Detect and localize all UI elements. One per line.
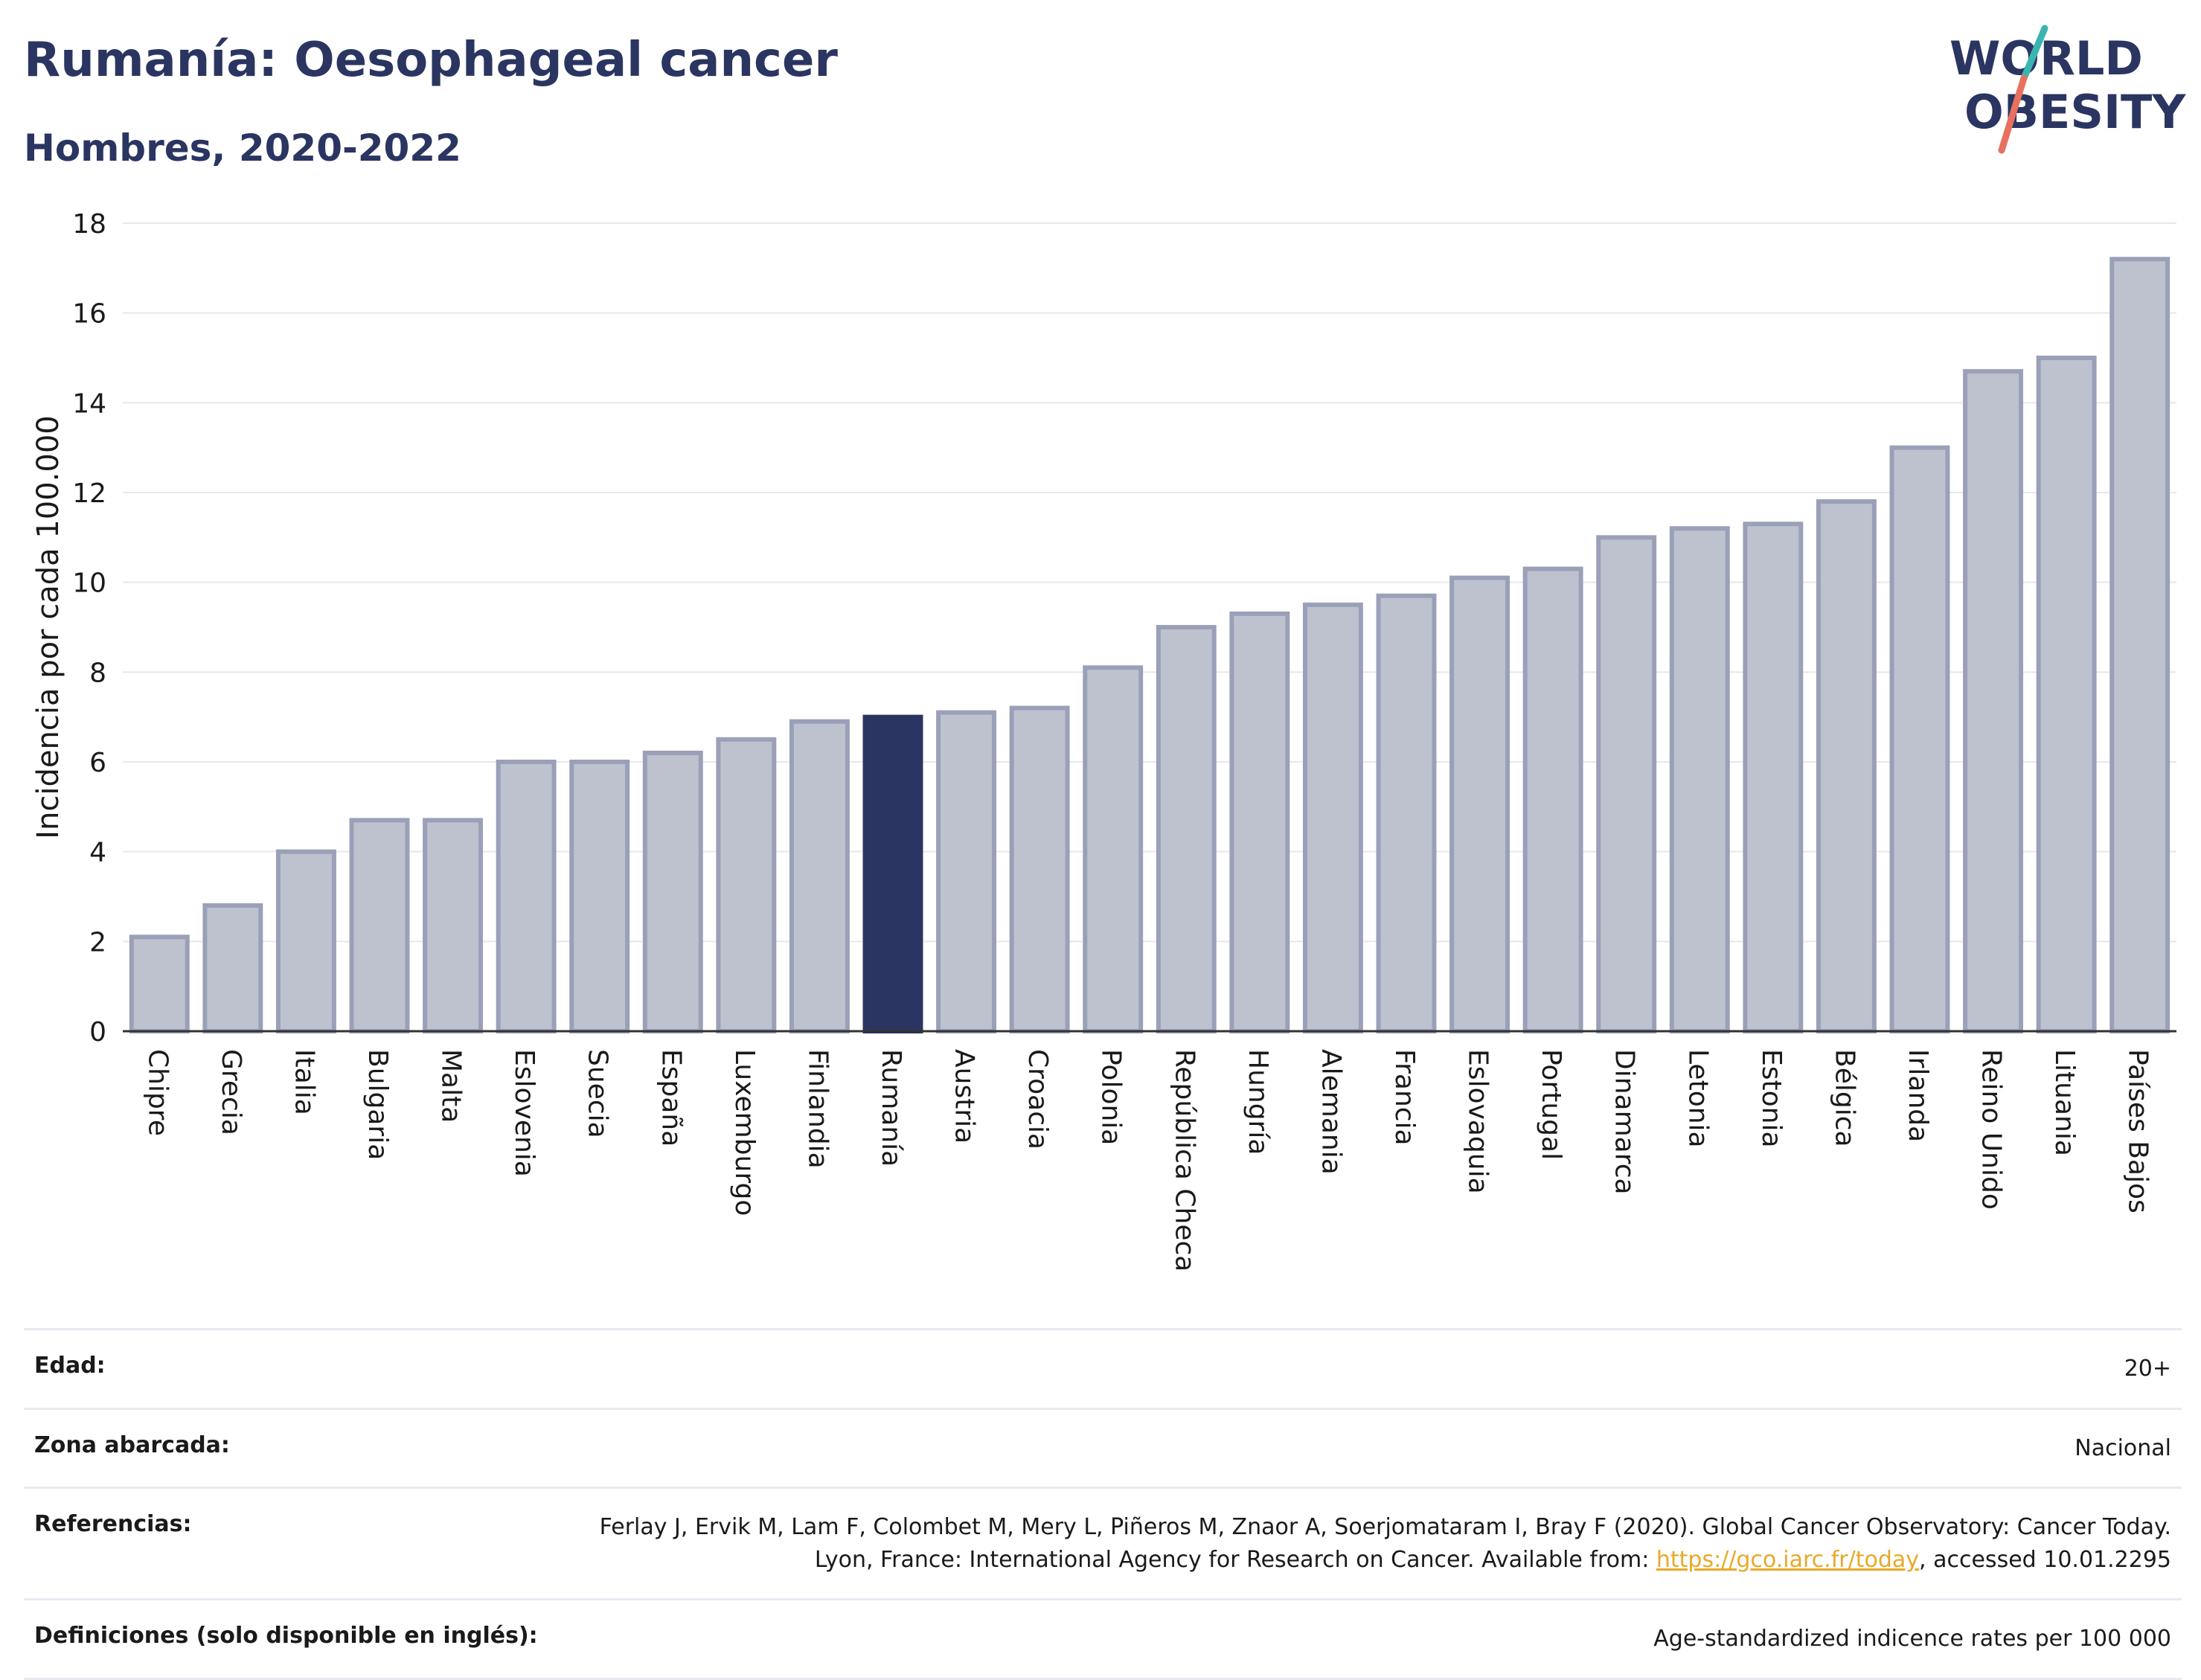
x-tick-label: Eslovenia	[509, 1049, 539, 1177]
bar-letonia	[1669, 526, 1730, 1033]
x-tick-label: Alemania	[1316, 1049, 1346, 1175]
zone-label: Zona abarcada:	[34, 1431, 230, 1458]
world-obesity-logo: WORLD OBESITY	[1949, 25, 2186, 154]
y-tick-label: 8	[89, 658, 106, 688]
x-tick-label: Luxemburgo	[729, 1049, 760, 1216]
definitions-label: Definiciones (solo disponible en inglés)…	[34, 1623, 538, 1649]
x-tick-label: Chipre	[142, 1049, 173, 1136]
x-tick-label: Países Bajos	[2123, 1049, 2153, 1213]
y-tick-label: 10	[72, 568, 106, 599]
references-label: Referencias:	[34, 1511, 192, 1537]
logo-line2: OBESITY	[1964, 85, 2186, 139]
x-tick-label: Portugal	[1536, 1049, 1566, 1160]
x-tick-label: Croacia	[1022, 1049, 1053, 1150]
y-tick-label: 14	[72, 388, 106, 419]
bar-grecia	[202, 903, 263, 1033]
x-tick-label: Austria	[949, 1049, 980, 1144]
bar-malta	[423, 818, 484, 1034]
x-tick-label: Polonia	[1096, 1049, 1127, 1145]
bar-países-bajos	[2109, 257, 2170, 1033]
bar-chart: 0 2 4 6 8 10 12 14 16 18 Chipre Grecia Italia Bulgar…	[31, 209, 2176, 1272]
bar-irlanda	[1889, 445, 1950, 1033]
bar-portugal	[1522, 566, 1583, 1033]
chart-subtitle: Hombres, 2020-2022	[24, 126, 461, 170]
info-row-references: Referencias: Ferlay J, Ervik M, Lam F, C…	[24, 1487, 2182, 1598]
logo-slash-teal	[2020, 25, 2048, 82]
references-text: Ferlay J, Ervik M, Lam F, Colombet M, Me…	[599, 1514, 2171, 1573]
bar-luxemburgo	[716, 737, 777, 1033]
bar-lituania	[2036, 356, 2097, 1033]
age-label: Edad:	[34, 1353, 106, 1379]
bar-suecia	[569, 760, 630, 1033]
bar-bélgica	[1816, 499, 1877, 1033]
x-tick-label: Finlandia	[802, 1049, 833, 1169]
x-axis-labels: Chipre Grecia Italia Bulgaria Malta Eslovenia…	[142, 1049, 2153, 1272]
y-tick-label: 2	[89, 927, 106, 958]
y-tick-label: 16	[72, 299, 106, 330]
definitions-value: Age-standardized indicence rates per 100…	[1653, 1626, 2171, 1652]
bar-estonia	[1743, 522, 1804, 1033]
bar-rumanía	[862, 714, 923, 1034]
x-tick-label: Bulgaria	[362, 1049, 393, 1160]
references-value: Ferlay J, Ervik M, Lam F, Colombet M, Me…	[571, 1511, 2171, 1576]
chart-title: Rumanía: Oesophageal cancer	[24, 33, 838, 88]
y-tick-label: 12	[72, 478, 106, 509]
bars	[129, 257, 2170, 1034]
x-tick-label: Francia	[1389, 1049, 1420, 1146]
references-accessed: , accessed 10.01.2295	[1919, 1546, 2171, 1573]
x-tick-label: Hungría	[1243, 1049, 1273, 1155]
y-tick-label: 18	[72, 209, 106, 240]
y-tick-label: 0	[89, 1017, 106, 1048]
info-row-age: Edad: 20+	[24, 1328, 2182, 1408]
y-axis-label: Incidencia por cada 100.000	[31, 415, 65, 839]
bar-croacia	[1009, 705, 1070, 1033]
bar-españa	[642, 750, 703, 1034]
x-tick-label: Reino Unido	[1976, 1049, 2007, 1210]
bar-dinamarca	[1596, 535, 1657, 1033]
x-tick-label: Irlanda	[1903, 1049, 1933, 1142]
x-tick-label: Malta	[436, 1049, 467, 1123]
bar-polonia	[1083, 665, 1144, 1033]
x-tick-label: Suecia	[583, 1049, 613, 1138]
bar-república-checa	[1156, 625, 1217, 1033]
bar-chipre	[129, 934, 190, 1034]
x-tick-label: Italia	[289, 1049, 319, 1115]
logo-slash-coral	[1998, 74, 2028, 154]
y-tick-label: 6	[89, 748, 106, 778]
x-tick-label: Lituania	[2049, 1049, 2080, 1156]
logo-line1: WORLD	[1949, 31, 2143, 86]
zone-value: Nacional	[2075, 1434, 2171, 1461]
x-tick-label: Estonia	[1756, 1049, 1787, 1148]
info-row-definitions: Definiciones (solo disponible en inglés)…	[24, 1598, 2182, 1680]
y-axis-ticks: 0 2 4 6 8 10 12 14 16 18	[72, 209, 106, 1048]
bar-eslovaquia	[1449, 575, 1510, 1033]
x-tick-label: Rumanía	[876, 1049, 906, 1167]
info-row-zone: Zona abarcada: Nacional	[24, 1407, 2182, 1487]
bar-reino-unido	[1963, 369, 2024, 1034]
y-tick-label: 4	[89, 838, 106, 868]
bar-bulgaria	[349, 818, 410, 1034]
bar-eslovenia	[496, 760, 557, 1033]
bar-finlandia	[789, 719, 850, 1033]
bar-austria	[936, 710, 997, 1034]
x-tick-label: España	[656, 1049, 686, 1147]
x-tick-label: Grecia	[216, 1049, 246, 1135]
references-link[interactable]: https://gco.iarc.fr/today	[1656, 1546, 1920, 1573]
x-tick-label: Dinamarca	[1609, 1049, 1640, 1195]
age-value: 20+	[2124, 1356, 2171, 1382]
x-tick-label: República Checa	[1169, 1049, 1199, 1272]
x-tick-label: Eslovaquia	[1463, 1049, 1493, 1194]
bar-italia	[275, 849, 336, 1033]
x-tick-label: Bélgica	[1829, 1049, 1859, 1147]
bar-alemania	[1302, 602, 1363, 1033]
bar-francia	[1376, 593, 1437, 1033]
x-tick-label: Letonia	[1682, 1049, 1713, 1148]
info-table: Edad: 20+ Zona abarcada: Nacional Refere…	[24, 1328, 2182, 1680]
bar-hungría	[1229, 611, 1290, 1033]
